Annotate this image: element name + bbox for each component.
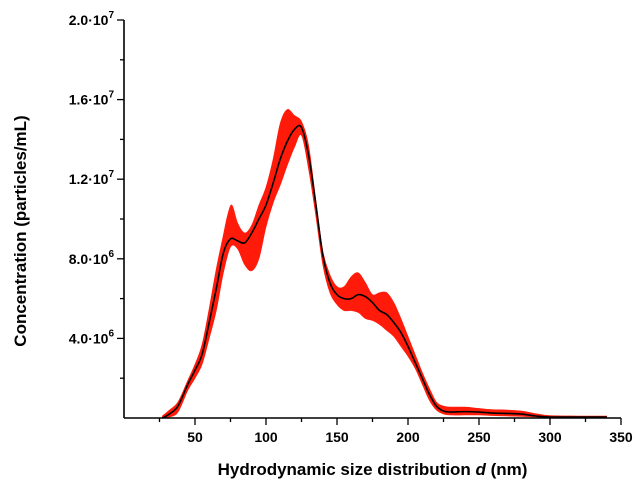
x-tick-label: 300 [538, 429, 562, 445]
mean-line [161, 124, 607, 419]
y-axis-title: Concentration (particles/mL) [11, 115, 30, 346]
ticks: 50 100 150 200 250 300 350 4.0·106 8.0·106 1.2·10… [69, 10, 633, 445]
x-tick-label: 50 [187, 429, 203, 445]
x-tick-label: 350 [609, 429, 633, 445]
x-tick-label: 100 [254, 429, 278, 445]
mean-line-layer [161, 124, 607, 419]
y-tick-label: 2.0·107 [69, 10, 115, 28]
y-tick-label: 4.0·106 [69, 328, 115, 346]
confidence-band [162, 109, 608, 419]
x-tick-label: 250 [467, 429, 491, 445]
y-tick-label: 1.2·107 [69, 169, 115, 187]
x-axis-title-prefix: Hydrodynamic size distribution [218, 460, 476, 479]
confidence-band-layer [162, 109, 608, 419]
x-axis-title-variable: d [475, 460, 486, 479]
x-tick-label: 200 [396, 429, 420, 445]
x-tick-label: 150 [325, 429, 349, 445]
x-axis-title: Hydrodynamic size distribution d (nm) [218, 460, 528, 479]
y-tick-label: 1.6·107 [69, 90, 115, 108]
x-axis-title-suffix: (nm) [486, 460, 528, 479]
y-tick-label: 8.0·106 [69, 249, 115, 267]
